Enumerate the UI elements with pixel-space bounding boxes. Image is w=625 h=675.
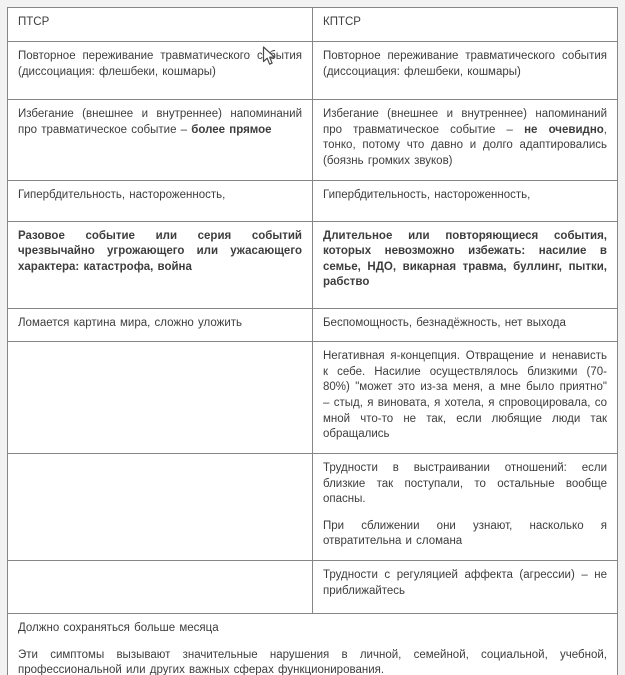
table-row: Должно сохраняться больше месяца Эти сим… xyxy=(7,613,618,675)
table-row: Гипербдительность, настороженность, Гипе… xyxy=(7,179,618,222)
cell-ptsd-hypervigilance: Гипербдительность, настороженность, xyxy=(7,179,313,222)
relationships-paragraph-1: Трудности в выстраивании отношений: если… xyxy=(323,461,607,506)
cell-ptsd-event-type: Разовое событие или серия событий чрезвы… xyxy=(7,220,313,309)
cell-ptsd-empty xyxy=(7,560,313,614)
cell-cptsd-event-type: Длительное или повторяющиеся события, ко… xyxy=(312,220,618,309)
cell-cptsd-hypervigilance: Гипербдительность, настороженность, xyxy=(312,179,618,222)
bold-emphasis: не очевидно xyxy=(524,123,604,136)
cell-ptsd-worldview: Ломается картина мира, сложно уложить xyxy=(7,307,313,343)
avoidance-text: Избегание (внешнее и внутреннее) напомин… xyxy=(323,108,607,136)
cell-ptsd-empty xyxy=(7,452,313,562)
avoidance-text: , тонко, потому что давно и долго адапти… xyxy=(323,123,607,167)
table-row: ПТСР КПТСР xyxy=(7,7,618,42)
cell-cptsd-reexperiencing: Повторное переживание травматического со… xyxy=(312,41,618,100)
footer-duration-text: Должно сохраняться больше месяца xyxy=(18,622,219,634)
footer-impact-text: Эти симптомы вызывают значительные наруш… xyxy=(18,648,607,675)
table-row: Разовое событие или серия событий чрезвы… xyxy=(7,220,618,309)
cell-ptsd-reexperiencing: Повторное переживание травматического со… xyxy=(7,41,313,100)
table-row: Негативная я-концепция. Отвращение и нен… xyxy=(7,341,618,454)
avoidance-text: Избегание (внешнее и внутреннее) напомин… xyxy=(18,108,302,136)
bold-emphasis: более прямое xyxy=(191,123,272,136)
table-row: Трудности в выстраивании отношений: если… xyxy=(7,452,618,562)
cell-ptsd-avoidance: Избегание (внешнее и внутреннее) напомин… xyxy=(7,99,313,181)
cell-cptsd-affect-regulation: Трудности с регуляцией аффекта (агрессии… xyxy=(312,560,618,614)
cell-cptsd-relationships: Трудности в выстраивании отношений: если… xyxy=(312,452,618,562)
mouse-cursor xyxy=(262,46,276,65)
cell-ptsd-empty xyxy=(7,341,313,454)
table-row: Избегание (внешнее и внутреннее) напомин… xyxy=(7,99,618,181)
cell-cptsd-self-concept: Негативная я-концепция. Отвращение и нен… xyxy=(312,341,618,454)
table-row: Трудности с регуляцией аффекта (агрессии… xyxy=(7,560,618,614)
cell-footer-criteria: Должно сохраняться больше месяца Эти сим… xyxy=(7,613,618,675)
cell-cptsd-helplessness: Беспомощность, безнадёжность, нет выхода xyxy=(312,307,618,343)
column-header-ptsd: ПТСР xyxy=(7,7,313,42)
cell-cptsd-avoidance: Избегание (внешнее и внутреннее) напомин… xyxy=(312,99,618,181)
relationships-paragraph-2: При сближении они узнают, насколько я от… xyxy=(323,519,607,548)
table-row: Ломается картина мира, сложно уложить Бе… xyxy=(7,307,618,343)
table-row: Повторное переживание травматического со… xyxy=(7,41,618,100)
ptsd-cptsd-comparison-table: ПТСР КПТСР Повторное переживание травмат… xyxy=(7,7,618,675)
column-header-cptsd: КПТСР xyxy=(312,7,618,42)
